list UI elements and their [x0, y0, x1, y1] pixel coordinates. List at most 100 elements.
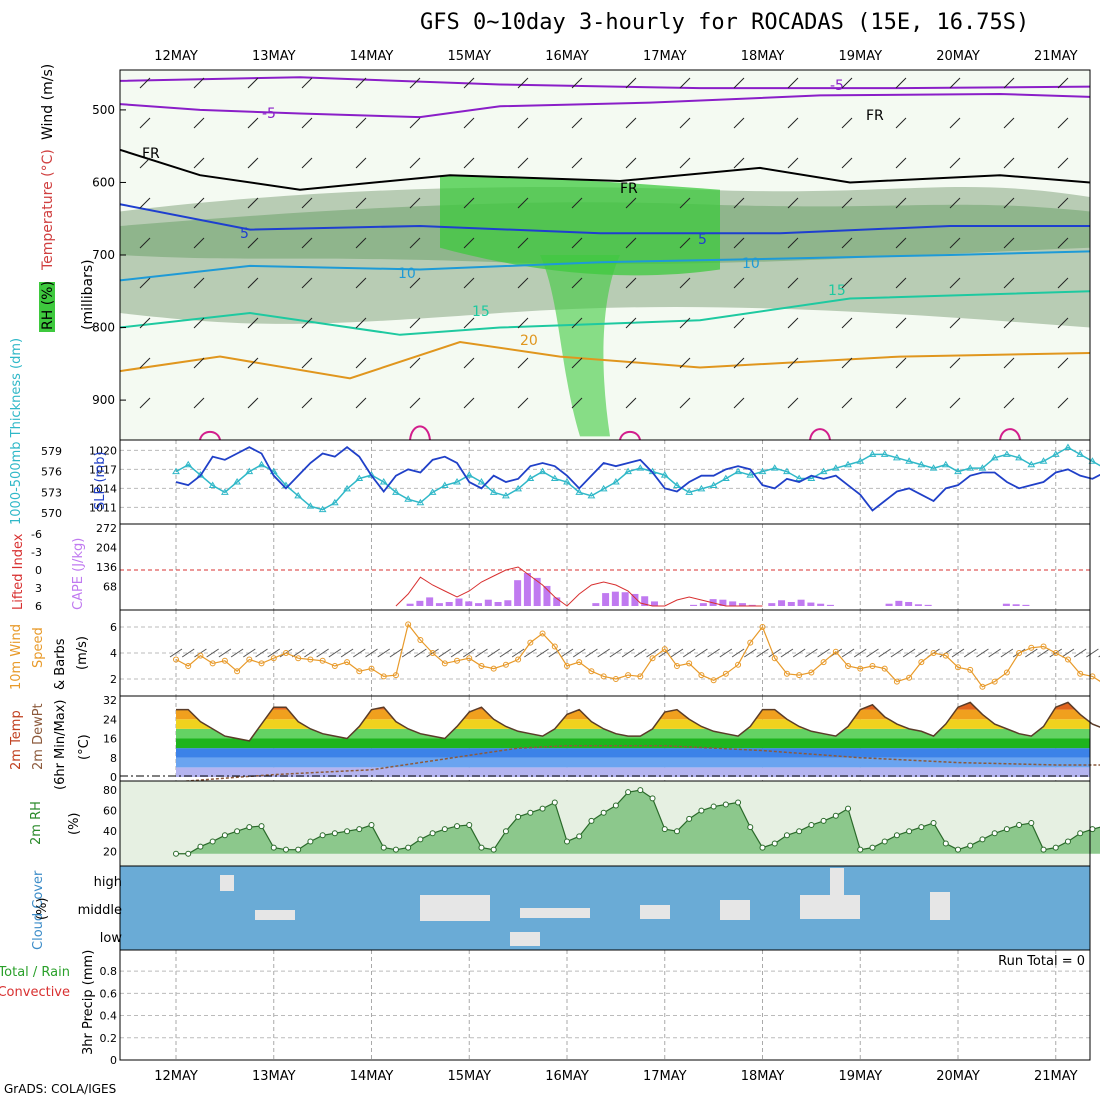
thickness-marker [685, 488, 694, 495]
date-label-top: 21MAY [1034, 49, 1078, 64]
thickness-marker [477, 478, 486, 485]
wind-barb [597, 648, 610, 658]
cape-bar [787, 601, 795, 606]
wind-barb [787, 237, 799, 249]
wind-speed-marker [380, 673, 387, 680]
wind-barb [1057, 237, 1069, 249]
rh-swatch [39, 282, 55, 332]
wind-barb [841, 117, 853, 129]
wind-barb [355, 197, 367, 209]
wind-barb [517, 117, 529, 129]
wind-barb [487, 648, 500, 658]
cape-bar [543, 585, 551, 606]
wind-barb [409, 277, 421, 289]
wind-barb [169, 648, 183, 658]
chart-title: GFS 0~10day 3-hourly for ROCADAS (15E, 1… [420, 10, 1030, 35]
wind-barb [571, 197, 583, 209]
wind-barb [1057, 397, 1069, 409]
wind-barb [949, 397, 961, 409]
pressure-tick-label: 500 [92, 103, 115, 117]
date-label-top: 19MAY [838, 49, 882, 64]
cape-bar [416, 600, 424, 606]
wind-barb [301, 157, 313, 169]
wind-barb [670, 648, 684, 658]
temp-contour-5 [119, 203, 1090, 235]
thickness-marker [746, 471, 755, 478]
wind-barb [707, 648, 720, 658]
wind-speed-marker [234, 668, 241, 675]
panel-frame [119, 439, 1091, 525]
wind-speed-marker [502, 661, 509, 668]
wind-barb [218, 648, 232, 658]
wind-speed-marker [845, 663, 852, 669]
cloud-unit: (%) [35, 898, 50, 921]
thickness-marker [233, 478, 241, 485]
thickness-tick-label: 570 [41, 507, 62, 520]
wind-speed-marker [930, 650, 937, 656]
wind-barb [679, 197, 691, 209]
thickness-marker [294, 491, 303, 499]
wind-barb [841, 397, 853, 409]
temp-contour-25 [619, 430, 641, 441]
rh-marker [551, 799, 558, 806]
wind-barb [817, 648, 830, 658]
wind-barb [355, 397, 367, 409]
cape-bar [553, 597, 561, 606]
wind-barb [377, 648, 390, 658]
cape-bar [690, 604, 698, 606]
wind-tick-label: 6 [110, 621, 117, 634]
precip-tick-label: 0.2 [100, 1032, 118, 1045]
wind-speed-marker [979, 683, 986, 690]
thickness-marker [575, 488, 584, 495]
rh-marker [796, 828, 803, 835]
rh-marker [625, 789, 632, 796]
thickness-line [175, 446, 1100, 511]
wind-barb [866, 648, 879, 658]
wind-barb [792, 648, 806, 658]
wind-barb [193, 357, 205, 369]
temp-tick-label: 0 [110, 771, 117, 784]
rh-marker [331, 830, 338, 837]
rh-marker [527, 809, 534, 816]
cloud-block [520, 908, 590, 918]
thickness-marker [819, 467, 828, 475]
minmax-label: (6hr Min/Max) [53, 700, 68, 790]
wind10-label2: Speed [31, 627, 46, 668]
rh-marker [295, 846, 302, 853]
wind-barb [247, 117, 259, 129]
rh-marker [588, 817, 595, 824]
wind-barb [625, 197, 637, 209]
wind-barb [625, 117, 637, 129]
temp2m-label: 2m Temp [9, 710, 24, 770]
wind-speed-marker [991, 678, 998, 685]
wind-speed-marker [539, 630, 546, 637]
wind-speed-marker [185, 663, 192, 669]
cape-bar [1022, 604, 1030, 606]
thickness-marker [1064, 443, 1072, 450]
cape-bar [631, 593, 639, 606]
rh-marker [564, 838, 570, 845]
thickness-marker [709, 481, 718, 488]
cape-bar [1012, 604, 1020, 606]
wind-barb [1025, 648, 1038, 658]
cloud-block [255, 910, 295, 920]
wind-barb [976, 648, 989, 658]
rh2m-unit: (%) [67, 813, 82, 836]
wind-barb [895, 397, 907, 409]
cape-bar [797, 599, 805, 606]
wind-speed-marker [307, 656, 314, 663]
wind-barb [949, 197, 961, 209]
wind-barb [409, 237, 421, 249]
wind-barb [733, 397, 745, 409]
thickness-marker [807, 474, 816, 482]
rh-marker [417, 836, 424, 843]
rh-marker [955, 846, 961, 853]
cape-bar [738, 603, 746, 606]
wind-barb [787, 157, 799, 169]
thickness-marker [880, 450, 889, 457]
wind-barb [230, 648, 244, 658]
wind-speed-marker [881, 665, 888, 672]
cape-bar [905, 601, 913, 606]
wind-speed-marker [588, 668, 595, 675]
rh-marker [380, 844, 387, 851]
